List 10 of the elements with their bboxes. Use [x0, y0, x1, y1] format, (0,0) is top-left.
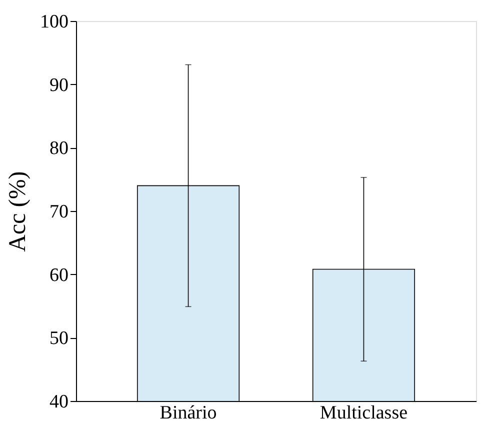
y-tick-label: 50 [50, 328, 68, 350]
y-tick-label: 90 [50, 74, 68, 96]
x-tick-label: Binário [160, 402, 217, 424]
y-tick-label: 60 [50, 264, 68, 286]
y-tick-label: 100 [40, 12, 68, 32]
y-axis-title: Acc (%) [5, 171, 31, 252]
x-tick-label: Multiclasse [320, 402, 408, 424]
y-tick-label: 80 [50, 138, 68, 160]
y-tick-label: 40 [50, 392, 68, 412]
y-tick-label: 70 [50, 202, 68, 222]
